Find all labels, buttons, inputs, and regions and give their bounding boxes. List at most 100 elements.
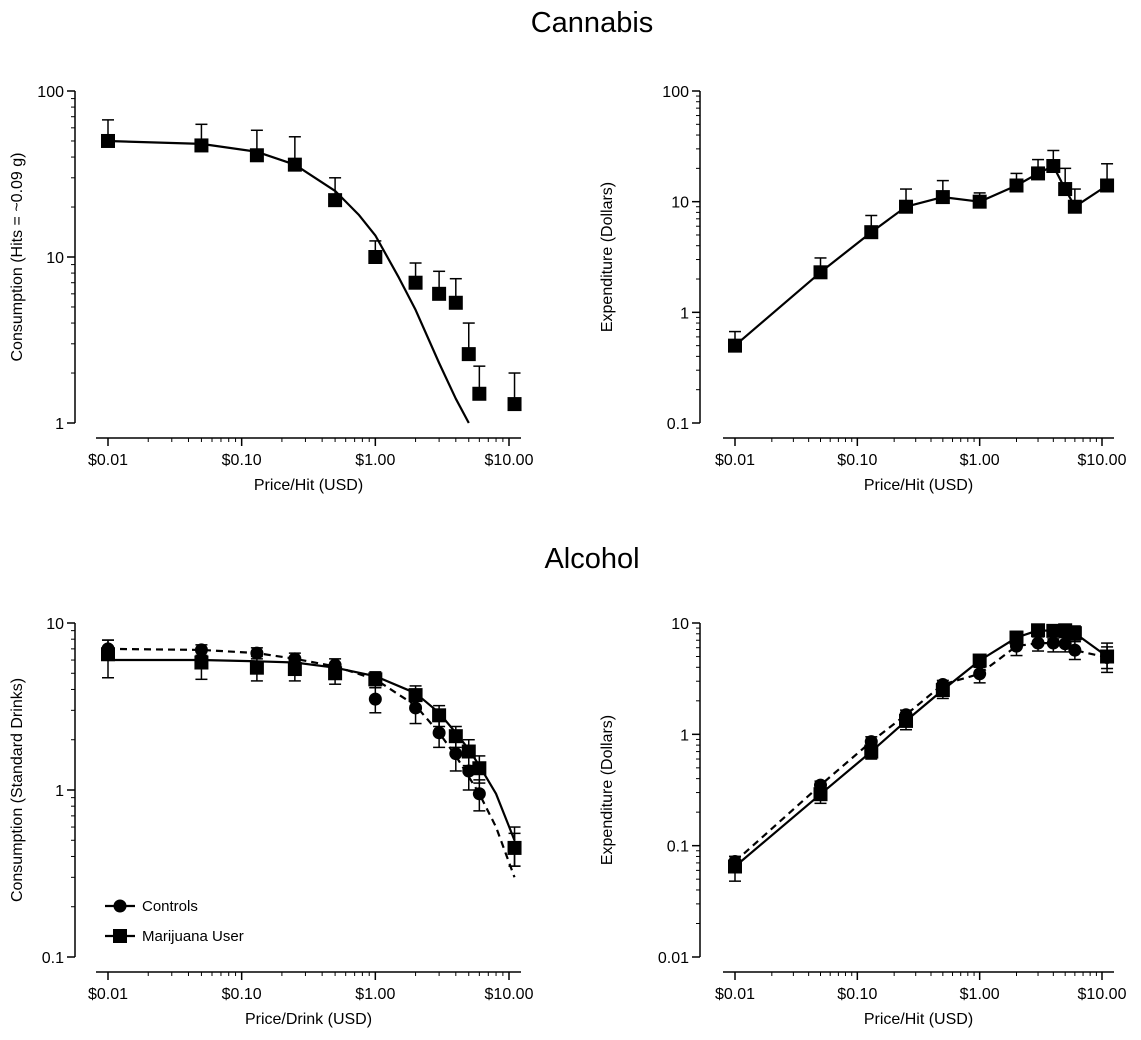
series-0-point (328, 193, 343, 208)
legend: Controls Marijuana User (105, 898, 244, 945)
x-tick-label: $0.01 (715, 452, 755, 469)
series-marijuana-user-point (507, 840, 522, 855)
series-0-point (728, 338, 742, 353)
y-tick-label: 0.1 (667, 416, 689, 433)
chart-cannabis-expenditure: 0.1 1 10 100 Expenditure (Dollars) $0.01 $0.10… (599, 84, 1127, 494)
series-0-point (448, 295, 463, 310)
y-tick-label: 0.01 (658, 950, 689, 967)
section-title-cannabis: Cannabis (531, 7, 654, 39)
legend-label: Controls (142, 898, 198, 915)
series-marijuana-user-point (1067, 626, 1082, 641)
y-tick-label: 100 (662, 84, 689, 101)
series-controls-point (462, 764, 476, 778)
series-0-point (432, 286, 447, 301)
series-marijuana-user-point (972, 653, 987, 668)
x-tick-label: $1.00 (960, 452, 1000, 469)
series-0-point (972, 194, 987, 209)
series-marijuana-user-point (935, 683, 950, 698)
series-0-point (1046, 159, 1061, 174)
y-tick-label: 100 (37, 84, 64, 101)
x-tick-label: $0.10 (222, 452, 262, 469)
series-0-point (1031, 166, 1046, 181)
series-marijuana-user-point (813, 787, 828, 802)
series-0-point (194, 138, 209, 153)
y-axis-title: Expenditure (Dollars) (599, 182, 616, 332)
series-0-point (408, 275, 423, 290)
series-0-point (287, 157, 302, 172)
series-0-point (864, 225, 879, 240)
series-0-point (507, 397, 522, 412)
x-axis-title: Price/Hit (USD) (864, 1011, 973, 1028)
series-marijuana-user-point (899, 713, 914, 728)
series-0-point (472, 386, 487, 401)
x-tick-label: $0.01 (88, 986, 128, 1003)
series-controls-point (1046, 636, 1060, 650)
chart-cannabis-consumption: 1 10 100 Consumption (Hits = ~0.09 g) $0.01 $… (9, 84, 534, 494)
x-tick-label: $1.00 (960, 986, 1000, 1003)
series-0-point (899, 199, 914, 214)
x-tick-label: $1.00 (355, 986, 395, 1003)
series-0-point (368, 250, 383, 264)
series-marijuana-user-point (728, 859, 742, 874)
y-axis-title: Consumption (Standard Drinks) (9, 678, 26, 902)
y-tick-label: 1 (55, 416, 64, 433)
series-marijuana-user-point (864, 744, 879, 759)
x-tick-label: $10.00 (485, 452, 534, 469)
series-marijuana-user-point (368, 672, 383, 687)
series-0-point (101, 133, 115, 148)
x-tick-label: $0.01 (88, 452, 128, 469)
series-marijuana-user-point (408, 688, 423, 703)
series-controls-point (973, 667, 987, 681)
charts-container: 1 10 100 Consumption (Hits = ~0.09 g) $0.01 $… (9, 84, 1127, 1028)
y-tick-label: 1 (680, 727, 689, 744)
series-marijuana-user-point (1031, 623, 1046, 638)
fit-curve-solid (107, 139, 470, 424)
series-controls-point (409, 701, 423, 715)
series-0-point (1100, 178, 1115, 193)
series-marijuana-user-point (101, 647, 115, 662)
series-controls-point (472, 787, 486, 801)
x-axis-title: Price/Hit (USD) (864, 477, 973, 494)
y-tick-label: 0.1 (667, 839, 689, 856)
series-0-point (1067, 199, 1082, 214)
series-0-point (249, 148, 264, 163)
series-controls-point (1068, 643, 1082, 657)
y-tick-label: 10 (46, 250, 64, 267)
series-marijuana-user-point (1009, 630, 1024, 645)
x-tick-label: $1.00 (355, 452, 395, 469)
series-0-point (461, 347, 476, 362)
legend-marker-square (113, 929, 127, 943)
x-axis-title: Price/Drink (USD) (245, 1011, 372, 1028)
series-marijuana-user-line (734, 629, 1108, 868)
x-axis-title: Price/Hit (USD) (254, 477, 363, 494)
x-tick-label: $0.10 (222, 986, 262, 1003)
x-tick-label: $10.00 (1078, 986, 1127, 1003)
series-marijuana-user-point (194, 655, 209, 670)
y-axis-title: Consumption (Hits = ~0.09 g) (9, 153, 26, 362)
series-0-point (813, 265, 828, 280)
legend-marker-circle (113, 899, 127, 913)
y-tick-label: 1 (55, 783, 64, 800)
chart-alcohol-expenditure: 0.01 0.1 1 10 Expenditure (Dollars) $0.01 $0.1… (599, 616, 1127, 1028)
section-title-alcohol: Alcohol (544, 543, 639, 575)
series-0-point (1009, 178, 1024, 193)
series-marijuana-user-point (448, 729, 463, 744)
series-marijuana-user-point (1100, 649, 1115, 664)
series-marijuana-user-point (328, 666, 343, 681)
series-controls-point (449, 747, 463, 761)
series-0-point (935, 190, 950, 205)
y-tick-label: 10 (46, 616, 64, 633)
x-tick-label: $0.10 (837, 452, 877, 469)
y-tick-label: 0.1 (42, 950, 64, 967)
chart-alcohol-consumption: 0.1 1 10 Consumption (Standard Drinks) $0.01… (9, 616, 534, 1028)
series-marijuana-user-point (249, 660, 264, 675)
series-marijuana-user-point (287, 662, 302, 677)
series-marijuana-user-point (461, 744, 476, 759)
series-0-line (734, 164, 1108, 347)
series-controls-line (734, 641, 1108, 863)
series-controls-point (368, 692, 382, 706)
y-tick-label: 10 (671, 616, 689, 633)
series-controls-point (432, 726, 446, 740)
fit-curve-dashed (107, 647, 516, 878)
